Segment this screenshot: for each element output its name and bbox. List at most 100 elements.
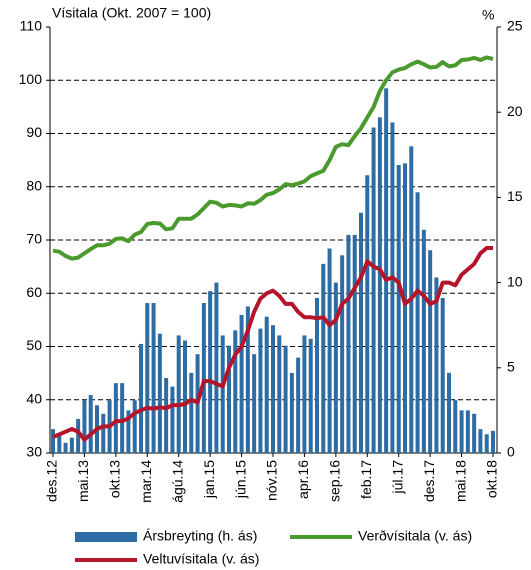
bar	[88, 395, 93, 453]
bar	[245, 306, 250, 453]
x-tick-label: mar.14	[138, 460, 154, 503]
bar	[277, 335, 282, 453]
y2-tick-label: 10	[507, 273, 523, 289]
x-tick-label: ágú.14	[169, 460, 185, 503]
bar	[384, 88, 389, 454]
bar	[120, 383, 125, 453]
bar	[51, 429, 55, 453]
bar	[239, 314, 244, 453]
bar	[126, 410, 131, 453]
y-tick-label: 80	[26, 177, 42, 193]
bar	[440, 297, 445, 453]
bar	[201, 303, 206, 453]
y2-tick-label: 25	[507, 18, 523, 34]
bar	[157, 333, 162, 453]
x-tick-label: okt.18	[484, 460, 500, 498]
x-tick-label: nóv.15	[264, 460, 280, 501]
bar	[315, 297, 319, 453]
y2-axis-title: %	[482, 7, 494, 23]
legend-label: Verðvísitala (v. ás)	[358, 528, 472, 544]
y-tick-label: 60	[26, 284, 42, 300]
x-tick-label: mai.18	[452, 460, 468, 502]
bar	[164, 378, 169, 453]
bar	[227, 345, 231, 453]
line	[52, 246, 493, 442]
legend-label: Veltuvísitala (v. ás)	[143, 551, 259, 567]
bar	[478, 429, 483, 453]
bar	[340, 255, 345, 453]
y2-tick-label: 0	[507, 444, 515, 460]
bar	[296, 357, 301, 453]
bar	[459, 410, 464, 453]
bar	[415, 192, 420, 453]
bar	[302, 335, 307, 453]
bar	[359, 212, 363, 453]
bar	[421, 229, 426, 453]
x-tick-label: sep.16	[327, 460, 343, 502]
y-tick-label: 90	[26, 124, 42, 140]
bar	[472, 413, 477, 453]
bar	[82, 400, 87, 453]
bar	[76, 418, 81, 453]
bar	[327, 248, 332, 453]
bar	[233, 330, 238, 453]
bar	[491, 430, 495, 453]
bar	[258, 328, 263, 453]
bar	[57, 434, 62, 453]
bar	[371, 127, 376, 453]
bar	[220, 335, 225, 453]
y2-tick-label: 20	[507, 103, 523, 119]
bar	[447, 372, 451, 453]
bar	[321, 263, 326, 453]
legend-label: Ársbreyting (h. ás)	[143, 528, 257, 544]
x-tick-label: mai.13	[75, 460, 91, 502]
bar	[390, 122, 395, 453]
legend-swatch	[75, 532, 137, 542]
bar	[403, 163, 407, 453]
bar	[352, 234, 357, 453]
bar	[176, 335, 181, 453]
bar	[101, 413, 106, 453]
x-tick-label: apr.16	[295, 460, 311, 499]
x-tick-label: des.12	[44, 460, 60, 502]
y-tick-label: 40	[26, 390, 42, 406]
x-tick-label: feb.17	[358, 460, 374, 499]
chart-title: Vísitala (Okt. 2007 = 100)	[52, 5, 211, 21]
bar	[170, 386, 175, 453]
y-tick-label: 50	[26, 337, 42, 353]
bar	[453, 400, 458, 453]
bar	[113, 383, 118, 453]
bar	[132, 400, 137, 453]
bar	[289, 372, 294, 453]
y-tick-label: 110	[20, 18, 43, 34]
bar	[139, 343, 143, 453]
bar	[145, 303, 150, 453]
bar	[69, 437, 74, 453]
bar	[264, 316, 269, 453]
bar	[208, 291, 213, 453]
y-tick-label: 100	[19, 71, 43, 87]
bar	[434, 277, 439, 453]
bar	[189, 372, 194, 453]
bar	[377, 117, 382, 453]
y-tick-label: 30	[26, 444, 42, 460]
bar	[346, 234, 351, 453]
x-tick-label: jún.15	[232, 460, 248, 499]
bar	[63, 442, 68, 453]
line	[52, 55, 494, 261]
bar	[283, 345, 288, 453]
x-tick-label: júl.17	[389, 460, 405, 495]
y2-tick-label: 5	[507, 359, 515, 375]
bar	[465, 410, 470, 453]
y-tick-label: 70	[26, 231, 42, 247]
x-tick-label: okt.13	[107, 460, 123, 498]
bar	[365, 175, 370, 454]
bar	[214, 282, 219, 453]
bar	[428, 250, 433, 453]
bar	[484, 434, 489, 453]
x-tick-label: des.17	[421, 460, 437, 502]
bar	[308, 338, 313, 453]
bar	[183, 340, 187, 453]
bar	[151, 303, 156, 453]
